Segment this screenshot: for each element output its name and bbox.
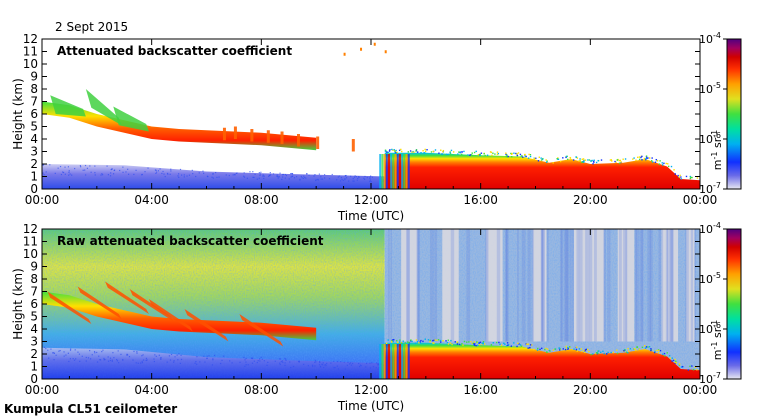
y-tick-label: 5 (30, 310, 38, 324)
y-tick-label: 8 (30, 272, 38, 286)
colorbar-tick-label: 10-4 (699, 31, 721, 46)
x-tick-label: 08:00 (244, 383, 279, 397)
x-tick-label: 20:00 (573, 193, 608, 207)
colorbar-tick-label: 10-6 (699, 131, 721, 146)
x-tick-label: 16:00 (463, 193, 498, 207)
colorbar-tick-label: 10-5 (699, 271, 721, 286)
panel-title: Attenuated backscatter coefficient (57, 44, 292, 58)
y-tick-label: 0 (30, 182, 38, 196)
y-tick-label: 7 (30, 285, 38, 299)
x-tick-label: 08:00 (244, 193, 279, 207)
y-tick-label: 7 (30, 95, 38, 109)
y-tick-label: 11 (23, 235, 38, 249)
x-tick-label: 04:00 (134, 193, 169, 207)
x-axis-label: Time (UTC) (337, 209, 404, 223)
instrument-label: Kumpula CL51 ceilometer (4, 402, 178, 416)
y-axis-label: Height (km) (11, 78, 25, 149)
y-tick-label: 0 (30, 372, 38, 386)
colorbar-tick-label: 10-7 (699, 181, 721, 196)
y-tick-label: 6 (30, 107, 38, 121)
x-tick-label: 00:00 (25, 193, 60, 207)
x-tick-label: 12:00 (354, 193, 389, 207)
x-tick-label: 00:00 (683, 383, 718, 397)
y-tick-label: 12 (23, 32, 38, 46)
colorbar-tick-label: 10-5 (699, 81, 721, 96)
colorbar-tick-label: 10-4 (699, 221, 721, 236)
x-tick-label: 16:00 (463, 383, 498, 397)
y-tick-label: 2 (30, 347, 38, 361)
y-tick-label: 4 (30, 132, 38, 146)
x-axis-label: Time (UTC) (337, 399, 404, 413)
colorbar-2: 10-4 10-5 10-6 10-7 m-1 sr-1 (699, 221, 742, 386)
y-tick-label: 3 (30, 145, 38, 159)
y-tick-label: 11 (23, 45, 38, 59)
x-tick-label: 04:00 (134, 383, 169, 397)
y-tick-label: 6 (30, 297, 38, 311)
colorbar-gradient (726, 228, 742, 380)
figure-date: 2 Sept 2015 (55, 20, 129, 34)
y-axis-label: Height (km) (11, 268, 25, 339)
y-tick-label: 2 (30, 157, 38, 171)
y-tick-label: 1 (30, 170, 38, 184)
y-tick-label: 10 (23, 247, 38, 261)
y-tick-label: 4 (30, 322, 38, 336)
colorbar-tick-label: 10-6 (699, 321, 721, 336)
y-tick-label: 10 (23, 57, 38, 71)
heatmap-image (42, 229, 700, 379)
y-tick-label: 5 (30, 120, 38, 134)
colorbar-tick-label: 10-7 (699, 371, 721, 386)
y-tick-label: 1 (30, 360, 38, 374)
colorbar-unit-label: m-1 sr-1 (710, 130, 724, 170)
y-tick-label: 9 (30, 260, 38, 274)
y-tick-label: 12 (23, 222, 38, 236)
colorbar-1: 10-4 10-5 10-6 10-7 m-1 sr-1 (699, 31, 742, 196)
y-tick-label: 8 (30, 82, 38, 96)
x-tick-label: 00:00 (25, 383, 60, 397)
colorbar-gradient (726, 38, 742, 190)
x-tick-label: 00:00 (683, 193, 718, 207)
x-tick-label: 12:00 (354, 383, 389, 397)
colorbar-unit-label: m-1 sr-1 (710, 320, 724, 360)
y-tick-label: 9 (30, 70, 38, 84)
panel-title: Raw attenuated backscatter coefficient (57, 234, 324, 248)
y-tick-label: 3 (30, 335, 38, 349)
x-tick-label: 20:00 (573, 383, 608, 397)
heatmap-image (42, 42, 700, 189)
